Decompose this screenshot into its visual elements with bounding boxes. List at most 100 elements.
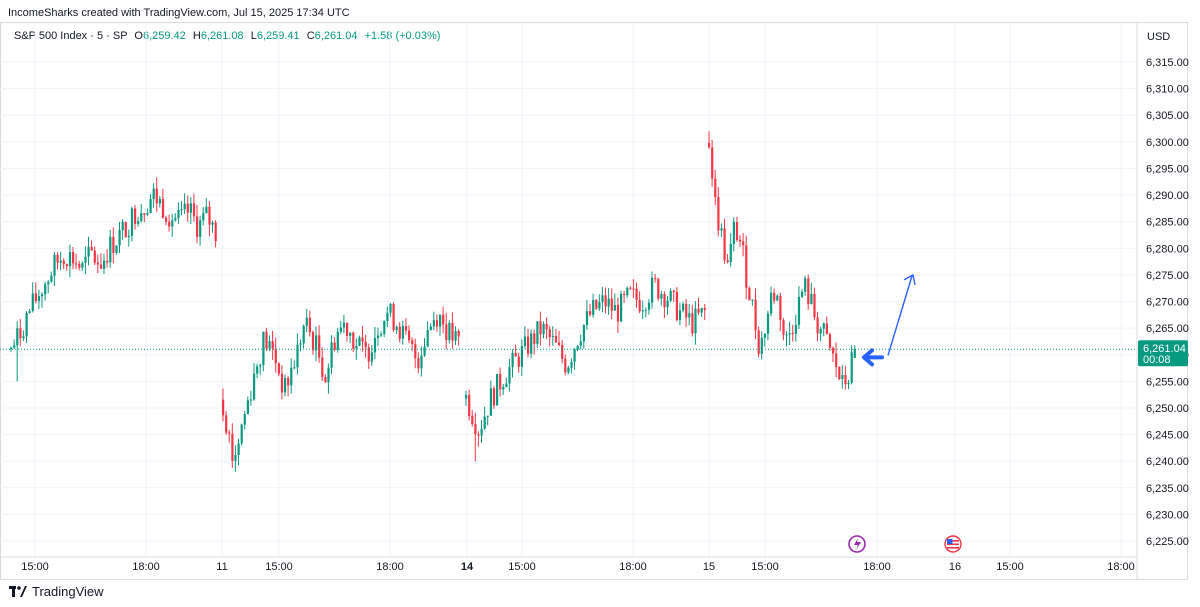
candle-body bbox=[533, 333, 536, 344]
candle-body bbox=[788, 333, 791, 335]
candle-body bbox=[75, 263, 78, 265]
candle-body bbox=[708, 142, 711, 148]
candle-body bbox=[838, 366, 841, 380]
y-tick-label: 6,295.00 bbox=[1146, 163, 1189, 175]
candle-body bbox=[386, 312, 389, 321]
candle-body bbox=[31, 293, 34, 312]
candle-body bbox=[109, 236, 112, 263]
time-axis[interactable]: 15:00 18:00 11 15:00 18:00 14 15:00 18:00 15 15:0… bbox=[0, 556, 1137, 573]
y-tick-label: 6,230.00 bbox=[1146, 509, 1189, 521]
lightning-icon[interactable] bbox=[848, 535, 866, 553]
candle-body bbox=[582, 325, 585, 342]
candle-body bbox=[183, 203, 186, 210]
candle-body bbox=[610, 298, 613, 311]
candle-body bbox=[801, 291, 804, 297]
candle-body bbox=[165, 217, 168, 222]
candle-body bbox=[492, 388, 496, 406]
close-value: 6,261.04 bbox=[314, 30, 358, 42]
candle-body bbox=[853, 349, 856, 358]
candle-body bbox=[850, 352, 853, 383]
candle-body bbox=[268, 341, 271, 349]
candle-body bbox=[499, 374, 502, 390]
candle-body bbox=[763, 333, 766, 338]
candle-body bbox=[180, 209, 183, 211]
candle-body bbox=[383, 320, 386, 335]
candle-body bbox=[545, 323, 548, 330]
candle-body bbox=[558, 342, 561, 346]
candle-body bbox=[626, 287, 629, 296]
candle-body bbox=[480, 428, 483, 436]
currency-label[interactable]: USD bbox=[1147, 31, 1170, 43]
candle-body bbox=[819, 328, 822, 334]
candle-body bbox=[688, 313, 691, 318]
candle-body bbox=[78, 263, 81, 268]
candle-body bbox=[259, 364, 262, 367]
candle-body bbox=[28, 311, 31, 314]
candle-body bbox=[776, 295, 779, 301]
candle-body bbox=[214, 222, 217, 242]
candle-body bbox=[471, 416, 474, 424]
x-tick-label: 18:00 bbox=[863, 561, 891, 573]
candle-body bbox=[246, 400, 249, 414]
candle-body bbox=[265, 331, 268, 349]
candle-body bbox=[222, 399, 225, 416]
candle-body bbox=[589, 311, 592, 315]
candle-body bbox=[714, 178, 717, 198]
y-tick-label: 6,305.00 bbox=[1146, 110, 1189, 122]
candle-body bbox=[249, 399, 253, 401]
candle-body bbox=[420, 355, 423, 369]
candle-body bbox=[103, 260, 106, 269]
candle-body bbox=[429, 326, 432, 331]
grid-lines bbox=[0, 22, 1137, 557]
symbol-label[interactable]: S&P 500 Index · 5 · SP bbox=[14, 30, 128, 42]
candle-body bbox=[423, 346, 426, 356]
candle-body bbox=[573, 349, 576, 362]
countdown-text: 00:08 bbox=[1143, 354, 1171, 366]
candle-body bbox=[171, 220, 174, 227]
candle-body bbox=[392, 303, 395, 331]
candle-body bbox=[782, 320, 785, 335]
candle-body bbox=[25, 313, 28, 337]
candle-body bbox=[742, 241, 745, 246]
last-price-text: 6,261.04 bbox=[1143, 343, 1186, 355]
candle-body bbox=[196, 216, 199, 237]
projection-arrow bbox=[887, 274, 916, 356]
y-tick-label: 6,280.00 bbox=[1146, 243, 1189, 255]
ohlc-legend: S&P 500 Index · 5 · SP O6,259.42 H 6,261.… bbox=[14, 30, 440, 42]
candle-body bbox=[489, 388, 492, 416]
candle-body bbox=[44, 284, 47, 295]
candle-body bbox=[766, 313, 770, 334]
x-tick-label: 18:00 bbox=[132, 561, 160, 573]
candle-body bbox=[118, 230, 121, 246]
candle-body bbox=[804, 278, 807, 292]
candle-body bbox=[243, 413, 246, 425]
candle-body bbox=[137, 221, 140, 224]
close-label: C bbox=[306, 30, 315, 42]
candle-body bbox=[408, 330, 411, 341]
candle-body bbox=[813, 293, 816, 318]
candle-body bbox=[616, 305, 620, 322]
candle-body bbox=[439, 314, 442, 327]
candle-body bbox=[635, 288, 638, 300]
candle-body bbox=[256, 366, 259, 374]
price-axis[interactable]: 6,225.00 6,230.00 6,235.00 6,240.00 6,245.00… bbox=[1136, 22, 1189, 580]
y-tick-label: 6,275.00 bbox=[1146, 270, 1189, 282]
candle-body bbox=[723, 228, 726, 261]
tradingview-brand[interactable]: TradingView bbox=[9, 584, 104, 599]
candle-body bbox=[629, 287, 632, 289]
y-tick-label: 6,235.00 bbox=[1146, 483, 1189, 495]
us-flag-icon[interactable] bbox=[944, 535, 962, 553]
candle-body bbox=[623, 293, 626, 296]
candle-body bbox=[377, 335, 380, 339]
candle-body bbox=[451, 322, 454, 341]
candle-body bbox=[700, 307, 703, 313]
candle-body bbox=[149, 199, 152, 214]
candle-body bbox=[508, 367, 511, 384]
candle-body bbox=[720, 228, 723, 231]
candle-body bbox=[240, 424, 243, 444]
candle-body bbox=[115, 245, 118, 253]
candle-body bbox=[729, 244, 732, 263]
candle-body bbox=[435, 320, 439, 327]
candle-body bbox=[53, 254, 56, 276]
